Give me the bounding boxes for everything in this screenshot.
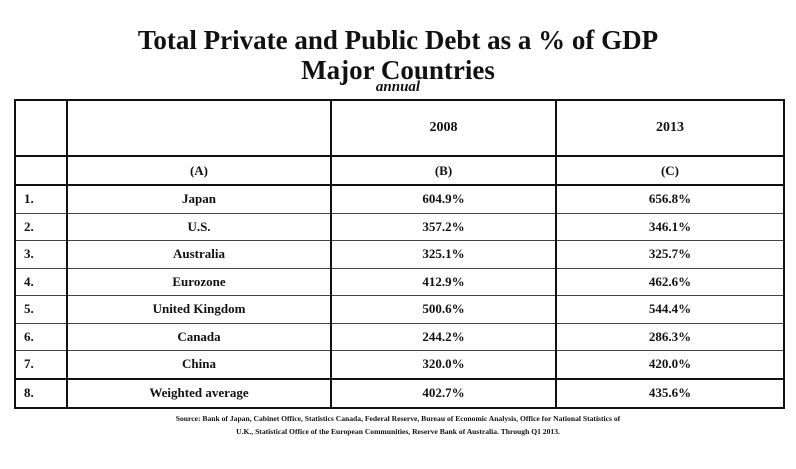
value-2013-cell: 656.8% [555,185,785,214]
value-2008-cell: 357.2% [330,213,557,241]
country-cell: China [66,350,332,379]
table-row: 7. China 320.0% 420.0% [14,350,785,379]
value-2008-cell: 244.2% [330,323,557,351]
row-number-cell: 8. [14,377,68,409]
source-line-2: U.K., Statistical Office of the European… [236,427,560,436]
debt-table: 2008 2013 (A) (B) (C) 1. Japan 604.9% 656.8… [14,99,785,409]
chart-title-line2: Major Countries [301,55,495,85]
row-number-cell: 5. [14,295,68,324]
chart-subtitle: annual [375,79,421,95]
table-row: 5. United Kingdom 500.6% 544.4% [14,295,785,324]
row-number-cell: 1. [14,185,68,214]
letter-a: (A) [66,156,332,186]
header-country-cell [66,99,332,157]
value-2013-cell: 544.4% [555,295,785,324]
row-number-cell: 6. [14,323,68,351]
table-row: 3. Australia 325.1% 325.7% [14,240,785,269]
value-2013-cell: 286.3% [555,323,785,351]
chart-title: Total Private and Public Debt as a % of … [137,25,659,55]
table-row: 4. Eurozone 412.9% 462.6% [14,268,785,296]
value-2008-cell: 500.6% [330,295,557,324]
row-number-cell: 7. [14,350,68,379]
country-cell: Canada [66,323,332,351]
table-row: 6. Canada 244.2% 286.3% [14,323,785,351]
source-note: Source: Bank of Japan, Cabinet Office, S… [40,412,756,438]
letter-c: (C) [555,156,785,186]
value-2008-cell: 604.9% [330,185,557,214]
country-cell: United Kingdom [66,295,332,324]
value-2013-cell: 420.0% [555,350,785,379]
source-line-1: Source: Bank of Japan, Cabinet Office, S… [175,414,621,423]
value-2008-cell: 412.9% [330,268,557,296]
value-2008-cell: 325.1% [330,240,557,269]
table-row: 1. Japan 604.9% 656.8% [14,185,785,214]
value-2008-cell: 320.0% [330,350,557,379]
header-blank-cell [14,99,68,157]
debt-table-container: 2008 2013 (A) (B) (C) 1. Japan 604.9% 656.8… [14,99,785,409]
value-2013-cell: 435.6% [555,377,785,409]
row-number-cell: 2. [14,213,68,241]
country-cell: U.S. [66,213,332,241]
country-cell: Japan [66,185,332,214]
value-2013-cell: 462.6% [555,268,785,296]
value-2013-cell: 346.1% [555,213,785,241]
column-letter-row: (A) (B) (C) [14,156,785,186]
header-row: 2008 2013 [14,99,785,157]
letter-blank-cell [14,156,68,186]
row-number-cell: 4. [14,268,68,296]
row-number-cell: 3. [14,240,68,269]
header-2008: 2008 [330,99,557,157]
letter-b: (B) [330,156,557,186]
country-cell: Weighted average [66,377,332,409]
header-2013: 2013 [555,99,785,157]
country-cell: Australia [66,240,332,269]
value-2013-cell: 325.7% [555,240,785,269]
table-row: 8. Weighted average 402.7% 435.6% [14,377,785,409]
table-row: 2. U.S. 357.2% 346.1% [14,213,785,241]
country-cell: Eurozone [66,268,332,296]
value-2008-cell: 402.7% [330,377,557,409]
